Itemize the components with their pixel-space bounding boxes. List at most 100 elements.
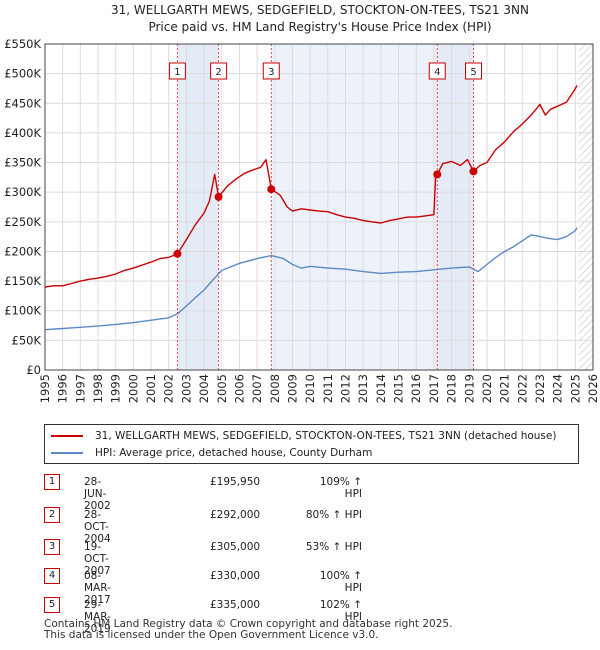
sale-price: £330,000 xyxy=(210,570,261,582)
x-tick-label: 2012 xyxy=(339,374,353,403)
sale-hpi-change: 53% ↑ HPI xyxy=(305,541,362,553)
sale-hpi-change: 80% ↑ HPI xyxy=(305,509,362,521)
sale-point xyxy=(173,249,182,258)
sale-number: 4 xyxy=(44,568,60,584)
x-tick-label: 2009 xyxy=(285,374,299,403)
future-hatch xyxy=(578,44,593,370)
x-axis-ticks: 1995 1996 1997 1998 1999 2000 2001 2002 2003 2004… xyxy=(38,374,600,403)
sale-date: 29-MAR-2019 xyxy=(84,599,111,635)
sale-number: 1 xyxy=(44,474,60,490)
x-tick-label: 1999 xyxy=(109,374,123,403)
x-tick-label: 2014 xyxy=(374,374,388,403)
sale-label-box xyxy=(428,62,446,80)
sale-number: 5 xyxy=(44,597,60,613)
x-tick-label: 2013 xyxy=(356,374,370,403)
x-tick-label: 1997 xyxy=(73,374,87,403)
shade-band xyxy=(437,44,474,370)
x-tick-label: 2010 xyxy=(303,374,317,403)
x-tick-label: 1996 xyxy=(56,374,70,403)
y-tick-label: £500K xyxy=(4,67,41,81)
y-tick-label: £100K xyxy=(4,304,41,318)
sale-number: 3 xyxy=(44,539,60,555)
x-tick-label: 2025 xyxy=(568,374,582,403)
x-tick-label: 2005 xyxy=(215,374,229,403)
sale-price: £292,000 xyxy=(210,509,261,521)
legend-item-hpi: HPI: Average price, detached house, Coun… xyxy=(51,445,372,461)
x-tick-label: 2017 xyxy=(427,374,441,403)
x-tick-label: 2007 xyxy=(250,374,264,403)
legend-line-blue xyxy=(51,452,83,454)
plot-frame xyxy=(44,43,594,371)
y-tick-label: £350K xyxy=(4,156,41,170)
sale-label-number: 5 xyxy=(470,67,476,78)
sale-label-box xyxy=(465,62,483,80)
x-tick-label: 2021 xyxy=(498,374,512,403)
x-tick-label: 2002 xyxy=(162,374,176,403)
sale-date: 28-JUN-2002 xyxy=(84,476,111,512)
x-tick-label: 2006 xyxy=(232,374,246,403)
sale-label-number: 2 xyxy=(215,67,221,78)
y-axis-ticks: £0 £50K £100K £150K £200K £250K £300K £350K £400… xyxy=(4,37,41,377)
sale-marker-labels: 1 2 3 4 5 xyxy=(168,62,483,80)
x-tick-label: 2003 xyxy=(179,374,193,403)
sale-period-shading xyxy=(177,44,593,370)
sale-hpi-change: 109% ↑ HPI xyxy=(319,476,362,500)
x-tick-label: 2024 xyxy=(551,374,565,403)
series-line xyxy=(44,227,578,331)
sale-price: £335,000 xyxy=(210,599,261,611)
legend-line-red xyxy=(51,435,83,437)
chart-title: 31, WELLGARTH MEWS, SEDGEFIELD, STOCKTON… xyxy=(111,3,529,17)
sale-point xyxy=(214,192,223,201)
y-tick-label: £550K xyxy=(4,37,41,51)
y-tick-label: £250K xyxy=(4,215,41,229)
x-tick-label: 2023 xyxy=(533,374,547,403)
y-tick-label: £400K xyxy=(4,126,41,140)
y-tick-label: £0 xyxy=(26,363,41,377)
shade-band xyxy=(271,44,438,370)
x-tick-label: 2011 xyxy=(321,374,335,403)
series-group xyxy=(44,85,578,331)
chart-subtitle: Price paid vs. HM Land Registry's House … xyxy=(148,20,491,34)
x-tick-label: 2018 xyxy=(445,374,459,403)
x-tick-label: 2008 xyxy=(268,374,282,403)
sale-points xyxy=(173,167,478,258)
x-tick-label: 1998 xyxy=(91,374,105,403)
y-tick-label: £150K xyxy=(4,274,41,288)
sale-label-number: 4 xyxy=(434,67,440,78)
shade-band xyxy=(177,44,219,370)
sale-hpi-change: 102% ↑ HPI xyxy=(319,599,362,623)
x-tick-label: 2000 xyxy=(126,374,140,403)
sale-label-number: 3 xyxy=(268,67,274,78)
series-line xyxy=(44,85,578,288)
sale-label-box xyxy=(210,62,228,80)
sale-point xyxy=(469,167,478,176)
x-tick-label: 2019 xyxy=(462,374,476,403)
y-tick-label: £200K xyxy=(4,244,41,258)
sale-price: £195,950 xyxy=(210,476,261,488)
y-tick-label: £300K xyxy=(4,185,41,199)
x-tick-label: 1995 xyxy=(38,374,52,403)
y-tick-label: £450K xyxy=(4,96,41,110)
sale-date: 08-MAR-2017 xyxy=(84,570,111,606)
x-tick-label: 2001 xyxy=(144,374,158,403)
sale-label-box xyxy=(168,62,186,80)
x-tick-label: 2020 xyxy=(480,374,494,403)
x-tick-label: 2015 xyxy=(392,374,406,403)
sale-label-box xyxy=(262,62,280,80)
sale-label-number: 1 xyxy=(174,67,180,78)
sale-hpi-change: 100% ↑ HPI xyxy=(319,570,362,594)
sale-date: 28-OCT-2004 xyxy=(84,509,111,545)
footer-copyright: Contains HM Land Registry data © Crown c… xyxy=(44,618,453,630)
sale-date: 19-OCT-2007 xyxy=(84,541,111,577)
sale-price: £305,000 xyxy=(210,541,261,553)
legend: 31, WELLGARTH MEWS, SEDGEFIELD, STOCKTON… xyxy=(44,424,579,464)
legend-label-property: 31, WELLGARTH MEWS, SEDGEFIELD, STOCKTON… xyxy=(95,430,557,442)
legend-label-hpi: HPI: Average price, detached house, Coun… xyxy=(95,447,373,459)
sale-point xyxy=(267,185,276,194)
footer: Contains HM Land Registry data © Crown c… xyxy=(44,619,452,641)
x-tick-label: 2016 xyxy=(409,374,423,403)
footer-licence: This data is licensed under the Open Gov… xyxy=(44,629,379,641)
y-tick-label: £50K xyxy=(12,333,42,347)
x-tick-label: 2022 xyxy=(515,374,529,403)
price-chart: 31, WELLGARTH MEWS, SEDGEFIELD, STOCKTON… xyxy=(4,3,600,403)
